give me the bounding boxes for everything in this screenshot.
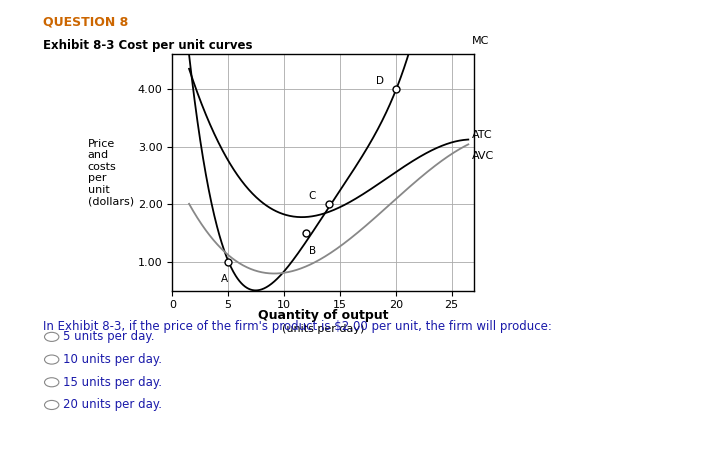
Text: Price
and
costs
per
unit
(dollars): Price and costs per unit (dollars) [88, 138, 134, 207]
Text: 5 units per day.: 5 units per day. [63, 331, 154, 343]
Text: B: B [309, 246, 316, 256]
Text: (units per day): (units per day) [282, 324, 364, 334]
Text: D: D [376, 75, 383, 85]
Text: Quantity of output: Quantity of output [258, 309, 388, 322]
Text: QUESTION 8: QUESTION 8 [43, 16, 129, 29]
Text: In Exhibit 8-3, if the price of the firm's product is $2.00 per unit, the firm w: In Exhibit 8-3, if the price of the firm… [43, 320, 552, 333]
Text: AVC: AVC [472, 151, 494, 161]
Text: A: A [221, 274, 228, 285]
Text: 10 units per day.: 10 units per day. [63, 353, 162, 366]
Text: 15 units per day.: 15 units per day. [63, 376, 162, 389]
Text: MC: MC [472, 36, 489, 46]
Text: Exhibit 8-3 Cost per unit curves: Exhibit 8-3 Cost per unit curves [43, 39, 253, 52]
Text: ATC: ATC [472, 130, 493, 140]
Text: 20 units per day.: 20 units per day. [63, 399, 162, 411]
Text: C: C [309, 191, 316, 201]
